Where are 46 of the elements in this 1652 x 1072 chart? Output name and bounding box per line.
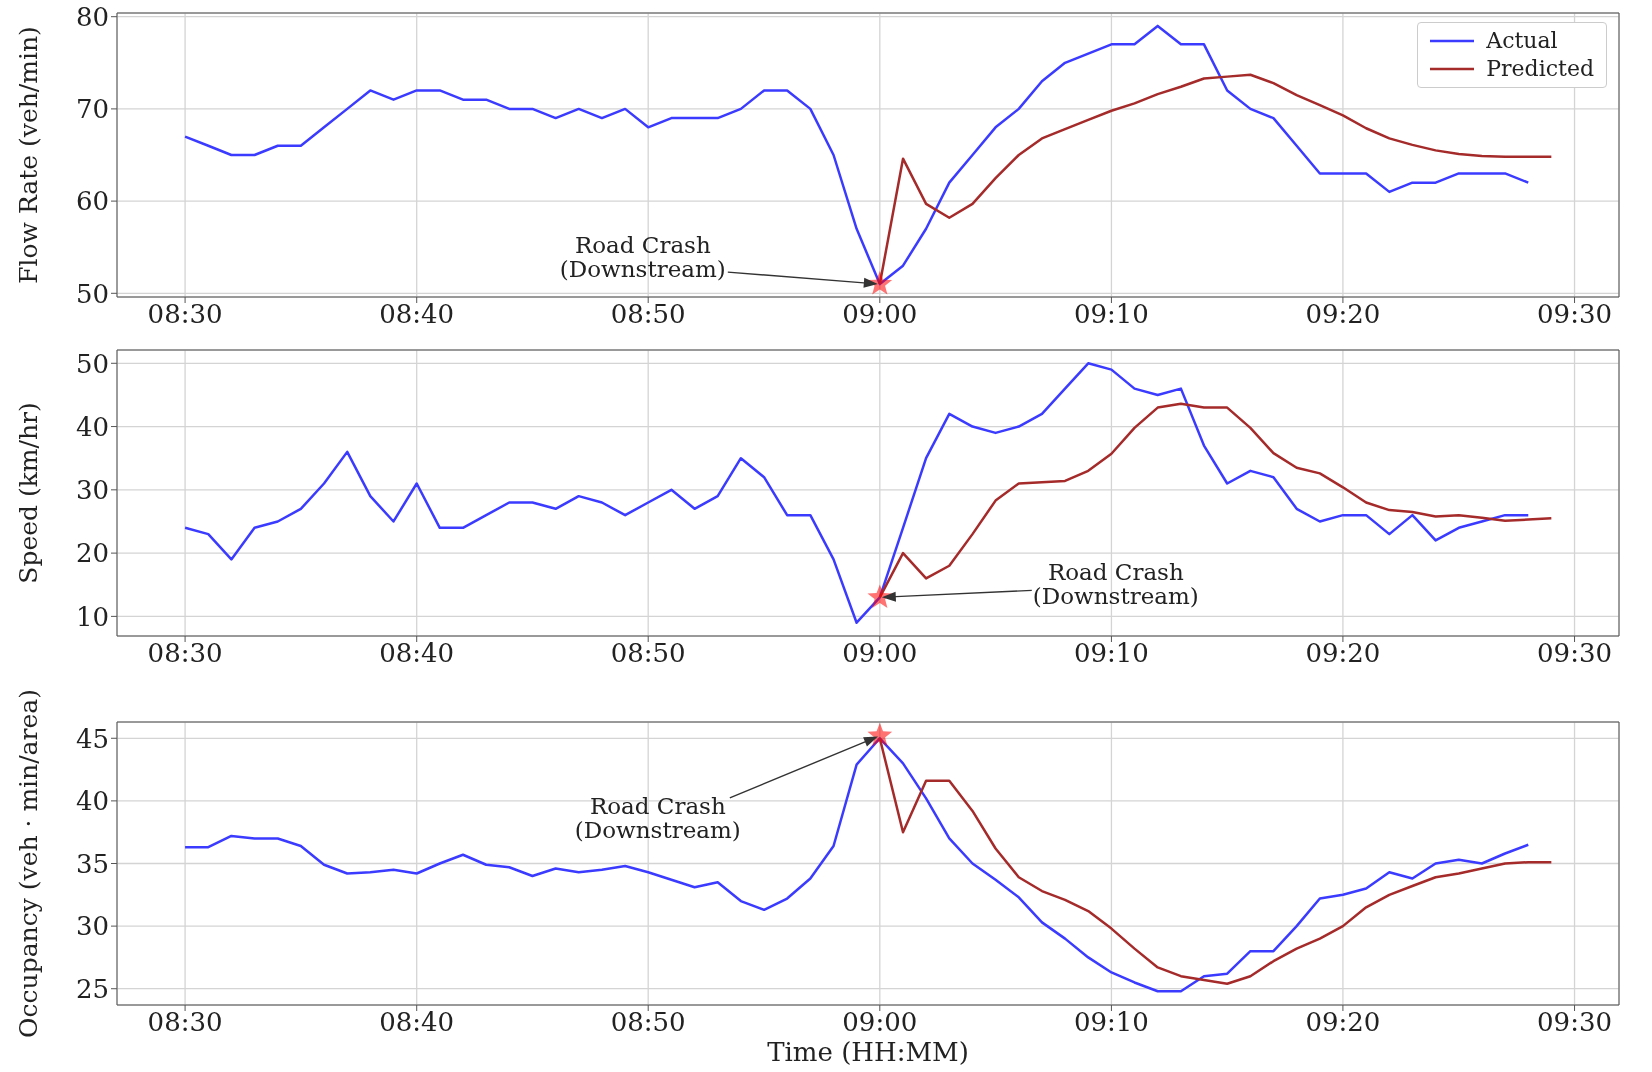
x-tick-label: 09:30 xyxy=(1537,299,1613,330)
x-tick-label: 08:50 xyxy=(610,1007,686,1038)
line-series xyxy=(183,737,1530,993)
x-tick-label: 09:00 xyxy=(842,299,918,330)
y-tick-label: 35 xyxy=(75,848,109,879)
y-tick-label: 60 xyxy=(75,186,109,217)
x-tick-label: 09:30 xyxy=(1537,638,1613,669)
legend-label: Actual xyxy=(1486,27,1558,55)
y-axis-title: Occupancy (veh · min/area) xyxy=(13,689,43,1038)
y-tick-label: 25 xyxy=(75,973,109,1004)
x-axis-title: Time (HH:MM) xyxy=(767,1037,969,1067)
x-tick-label: 09:30 xyxy=(1537,1007,1613,1038)
x-tick-label: 08:30 xyxy=(147,638,223,669)
x-tick-label: 08:50 xyxy=(610,299,686,330)
y-tick-label: 50 xyxy=(75,348,109,379)
x-tick-label: 08:30 xyxy=(147,299,223,330)
y-tick-label: 40 xyxy=(75,411,109,442)
y-tick-label: 70 xyxy=(75,94,109,125)
x-tick-label: 09:00 xyxy=(842,1007,918,1038)
x-tick-label: 08:40 xyxy=(379,299,455,330)
annotation: Road Crash (Downstream) xyxy=(1032,559,1199,610)
y-axis-title: Flow Rate (veh/min) xyxy=(13,26,43,284)
x-tick-label: 09:20 xyxy=(1305,638,1381,669)
y-tick-label: 20 xyxy=(75,538,109,569)
y-tick-label: 50 xyxy=(75,278,109,309)
x-tick-label: 09:20 xyxy=(1305,299,1381,330)
annotation: Road Crash (Downstream) xyxy=(574,792,741,843)
y-tick-label: 30 xyxy=(75,911,109,942)
y-tick-label: 45 xyxy=(75,723,109,754)
x-tick-label: 09:20 xyxy=(1305,1007,1381,1038)
x-tick-label: 09:10 xyxy=(1073,638,1149,669)
x-tick-label: 08:40 xyxy=(379,1007,455,1038)
y-tick-label: 80 xyxy=(75,1,109,32)
y-tick-label: 40 xyxy=(75,786,109,817)
y-axis-title: Speed (km/hr) xyxy=(13,402,43,584)
x-tick-label: 09:00 xyxy=(842,638,918,669)
x-tick-label: 08:40 xyxy=(379,638,455,669)
x-tick-label: 09:10 xyxy=(1073,299,1149,330)
legend-label: Predicted xyxy=(1486,55,1594,83)
x-tick-label: 09:10 xyxy=(1073,1007,1149,1038)
annotation: Road Crash (Downstream) xyxy=(559,232,726,283)
x-tick-label: 08:50 xyxy=(610,638,686,669)
y-tick-label: 30 xyxy=(75,475,109,506)
x-tick-label: 08:30 xyxy=(147,1007,223,1038)
line-series xyxy=(183,362,1530,624)
y-tick-label: 10 xyxy=(75,601,109,632)
